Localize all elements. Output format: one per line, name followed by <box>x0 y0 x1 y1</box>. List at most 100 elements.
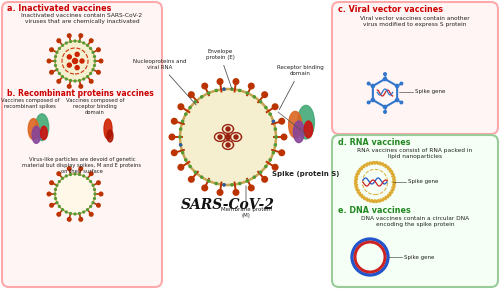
Circle shape <box>50 71 53 74</box>
Circle shape <box>371 238 373 240</box>
Circle shape <box>208 180 210 182</box>
Circle shape <box>386 252 388 254</box>
Circle shape <box>380 246 382 248</box>
Circle shape <box>374 239 376 241</box>
Circle shape <box>217 79 223 84</box>
Circle shape <box>78 40 80 42</box>
Circle shape <box>54 64 56 66</box>
Circle shape <box>74 80 76 82</box>
Circle shape <box>56 202 58 203</box>
Circle shape <box>354 265 356 267</box>
Circle shape <box>362 243 364 245</box>
Circle shape <box>57 212 60 216</box>
Circle shape <box>362 240 364 242</box>
Circle shape <box>75 52 79 56</box>
Circle shape <box>188 92 194 97</box>
Circle shape <box>360 272 362 274</box>
Circle shape <box>359 245 361 247</box>
Circle shape <box>382 264 384 265</box>
Circle shape <box>226 143 230 147</box>
Circle shape <box>369 241 371 243</box>
Circle shape <box>272 151 274 154</box>
Circle shape <box>246 92 248 94</box>
Circle shape <box>274 144 276 146</box>
Circle shape <box>68 167 71 171</box>
Circle shape <box>70 213 71 214</box>
Circle shape <box>178 164 184 170</box>
Circle shape <box>83 42 84 44</box>
Circle shape <box>400 82 402 85</box>
Circle shape <box>360 268 362 270</box>
Circle shape <box>383 262 384 264</box>
Text: Virus-like particles are devoid of genetic
material but display spikes, M and E : Virus-like particles are devoid of genet… <box>22 157 142 174</box>
Circle shape <box>269 159 272 161</box>
Circle shape <box>56 184 58 186</box>
Circle shape <box>234 135 238 139</box>
Circle shape <box>200 96 203 98</box>
Circle shape <box>188 177 194 182</box>
Circle shape <box>376 273 378 275</box>
Circle shape <box>90 39 93 42</box>
Circle shape <box>357 247 358 249</box>
Circle shape <box>265 106 267 109</box>
Circle shape <box>94 64 96 66</box>
Circle shape <box>246 180 248 182</box>
Circle shape <box>386 260 388 262</box>
Circle shape <box>376 270 377 271</box>
Circle shape <box>223 88 225 90</box>
Circle shape <box>379 267 381 269</box>
Circle shape <box>194 171 196 173</box>
Circle shape <box>202 185 207 191</box>
Circle shape <box>368 101 370 104</box>
Circle shape <box>54 60 56 62</box>
Circle shape <box>238 182 241 185</box>
Circle shape <box>384 111 386 113</box>
Circle shape <box>384 261 385 262</box>
Circle shape <box>351 258 353 260</box>
Circle shape <box>96 181 100 184</box>
Circle shape <box>381 269 383 271</box>
Circle shape <box>70 174 71 175</box>
Circle shape <box>66 175 67 177</box>
Circle shape <box>374 242 376 244</box>
Circle shape <box>215 89 218 92</box>
Circle shape <box>378 268 380 270</box>
Circle shape <box>215 182 218 185</box>
Circle shape <box>223 184 225 186</box>
Circle shape <box>384 265 386 267</box>
Circle shape <box>172 118 177 124</box>
Circle shape <box>384 255 386 256</box>
Circle shape <box>66 42 67 44</box>
Circle shape <box>356 262 357 264</box>
Text: Viral vector vaccines contain another
virus modified to express S protein: Viral vector vaccines contain another vi… <box>360 16 470 27</box>
Circle shape <box>357 265 358 267</box>
Ellipse shape <box>32 126 40 143</box>
Circle shape <box>96 203 100 207</box>
Circle shape <box>54 193 56 195</box>
Circle shape <box>99 192 103 196</box>
Circle shape <box>62 177 64 179</box>
Circle shape <box>180 128 182 130</box>
Circle shape <box>386 249 388 251</box>
Circle shape <box>279 150 284 155</box>
Circle shape <box>272 121 274 123</box>
Circle shape <box>86 177 88 179</box>
Ellipse shape <box>104 119 112 139</box>
Circle shape <box>200 176 203 178</box>
Circle shape <box>94 60 96 62</box>
Circle shape <box>354 245 356 247</box>
Circle shape <box>94 198 96 199</box>
Circle shape <box>357 243 359 244</box>
Circle shape <box>265 165 267 168</box>
Circle shape <box>272 120 274 123</box>
Circle shape <box>384 266 386 268</box>
Circle shape <box>360 240 362 242</box>
Text: Spike gene: Spike gene <box>404 255 434 260</box>
Circle shape <box>352 260 354 262</box>
Circle shape <box>352 262 354 264</box>
Circle shape <box>384 253 386 255</box>
Circle shape <box>371 274 373 276</box>
Circle shape <box>253 176 256 178</box>
Circle shape <box>78 213 80 214</box>
Circle shape <box>363 242 364 244</box>
